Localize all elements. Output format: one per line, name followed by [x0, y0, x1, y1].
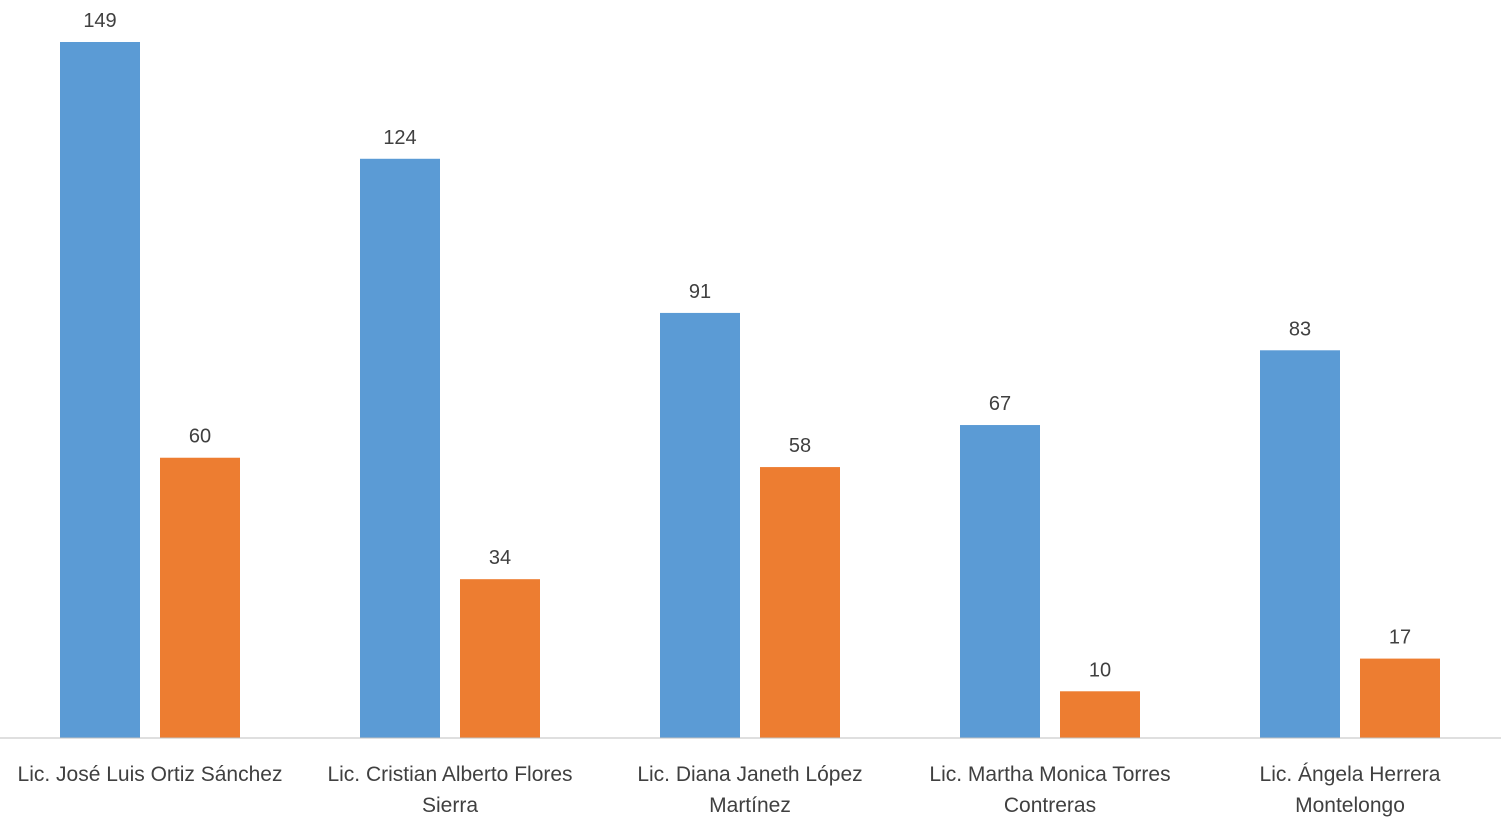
x-tick-label: Contreras	[1004, 794, 1096, 817]
x-tick-label: Montelongo	[1295, 794, 1405, 817]
bar	[160, 457, 240, 738]
bar	[960, 425, 1040, 738]
bar	[1360, 658, 1440, 738]
bar	[360, 158, 440, 739]
data-label: 58	[789, 435, 811, 457]
bar	[60, 42, 140, 738]
data-label: 83	[1289, 318, 1311, 340]
bar	[460, 579, 540, 738]
bar	[1260, 350, 1340, 738]
x-tick-labels-group: Lic. José Luis Ortiz Sánchez Lic. Cristia…	[18, 763, 1441, 817]
data-label: 10	[1089, 659, 1111, 681]
data-label: 91	[689, 281, 711, 303]
data-label: 34	[489, 547, 511, 569]
x-tick-label: Martínez	[709, 794, 791, 817]
x-tick-label: Lic. Martha Monica Torres	[929, 763, 1170, 786]
bar	[660, 312, 740, 738]
data-labels-group: 149 60 124 34 91 58 67 10 83 17	[83, 10, 1411, 681]
data-label: 67	[989, 393, 1011, 415]
data-label: 124	[383, 127, 416, 149]
bar	[1060, 691, 1140, 738]
x-tick-label: Sierra	[422, 794, 478, 817]
x-tick-label: Lic. Ángela Herrera	[1260, 763, 1441, 786]
x-tick-label: Lic. Cristian Alberto Flores	[327, 763, 572, 786]
bar	[760, 467, 840, 738]
data-label: 149	[83, 10, 116, 32]
data-label: 17	[1389, 627, 1411, 649]
x-tick-label: Lic. Diana Janeth López	[637, 763, 862, 786]
x-tick-label: Lic. José Luis Ortiz Sánchez	[18, 763, 283, 786]
bars-group	[60, 42, 1440, 739]
data-label: 60	[189, 426, 211, 448]
